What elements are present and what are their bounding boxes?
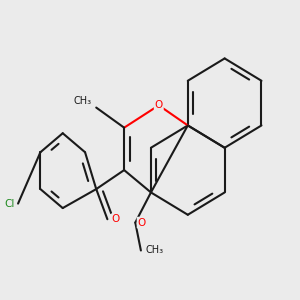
Text: O: O: [137, 218, 146, 228]
Text: O: O: [154, 100, 163, 110]
Text: CH₃: CH₃: [74, 97, 92, 106]
Text: O: O: [112, 214, 120, 224]
Text: Cl: Cl: [4, 199, 15, 208]
Text: CH₃: CH₃: [146, 245, 164, 256]
